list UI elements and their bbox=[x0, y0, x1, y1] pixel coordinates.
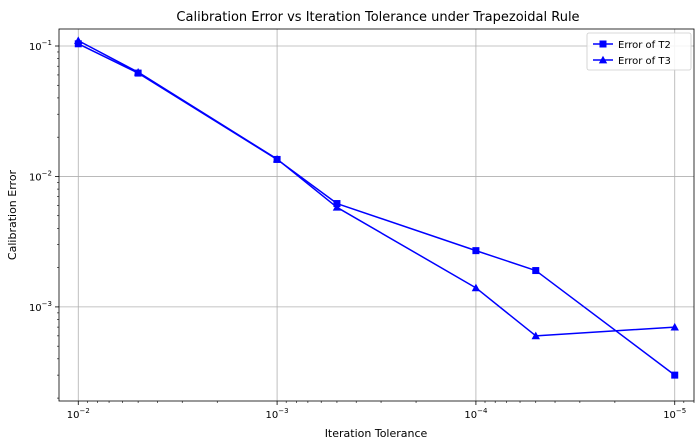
series-line bbox=[77, 39, 675, 337]
y-axis-ticks: 10−110−210−3 bbox=[29, 39, 59, 399]
chart-title: Calibration Error vs Iteration Tolerance… bbox=[176, 10, 579, 25]
y-tick-label-exp: −3 bbox=[42, 300, 52, 308]
y-tick-label: 10−2 bbox=[29, 169, 52, 183]
data-point bbox=[671, 371, 679, 379]
y-tick-label-base: 10 bbox=[29, 172, 42, 183]
legend-label: Error of T2 bbox=[618, 40, 671, 51]
y-tick-label-exp: −2 bbox=[42, 169, 52, 177]
series-layer bbox=[74, 36, 679, 379]
data-point bbox=[532, 267, 540, 275]
data-point bbox=[272, 154, 282, 163]
x-tick-label-exp: −3 bbox=[278, 407, 288, 415]
series-2 bbox=[74, 36, 679, 340]
x-tick-label-base: 10 bbox=[663, 410, 676, 421]
x-tick-label-base: 10 bbox=[266, 410, 279, 421]
y-tick-label-exp: −1 bbox=[42, 39, 52, 47]
data-point bbox=[133, 67, 143, 76]
data-point bbox=[74, 36, 83, 44]
data-point bbox=[670, 322, 679, 331]
data-point bbox=[332, 203, 342, 211]
x-tick-label-exp: −4 bbox=[477, 407, 488, 415]
x-tick-label-exp: −5 bbox=[676, 407, 686, 415]
x-tick-label-exp: −2 bbox=[79, 407, 89, 415]
x-tick-label: 10−5 bbox=[663, 407, 686, 421]
x-tick-label: 10−3 bbox=[266, 407, 289, 421]
data-point bbox=[471, 283, 481, 292]
grid bbox=[59, 29, 694, 401]
x-tick-label: 10−4 bbox=[464, 407, 488, 421]
legend-marker bbox=[599, 40, 607, 48]
y-tick-label-base: 10 bbox=[29, 303, 42, 314]
data-point bbox=[531, 331, 540, 340]
legend-entry: Error of T2 bbox=[593, 40, 671, 51]
series-line bbox=[77, 43, 676, 376]
y-axis-label: Calibration Error bbox=[6, 169, 19, 260]
y-tick-label: 10−1 bbox=[29, 39, 52, 53]
legend-label: Error of T3 bbox=[618, 56, 671, 67]
legend-entry: Error of T3 bbox=[593, 55, 671, 67]
x-axis-label: Iteration Tolerance bbox=[325, 427, 428, 440]
x-tick-label-base: 10 bbox=[67, 410, 80, 421]
x-axis-ticks: 10−2 10−3 10−4 10−5 bbox=[67, 401, 695, 421]
y-tick-label-base: 10 bbox=[29, 42, 42, 53]
x-tick-label: 10−2 bbox=[67, 407, 90, 421]
x-tick-label-base: 10 bbox=[464, 410, 477, 421]
plot-frame bbox=[58, 28, 695, 402]
legend-marker bbox=[598, 55, 608, 64]
series-1 bbox=[74, 40, 679, 379]
y-tick-label: 10−3 bbox=[29, 300, 52, 314]
legend: Error of T2 Error of T3 bbox=[586, 32, 692, 71]
data-point bbox=[472, 247, 480, 255]
